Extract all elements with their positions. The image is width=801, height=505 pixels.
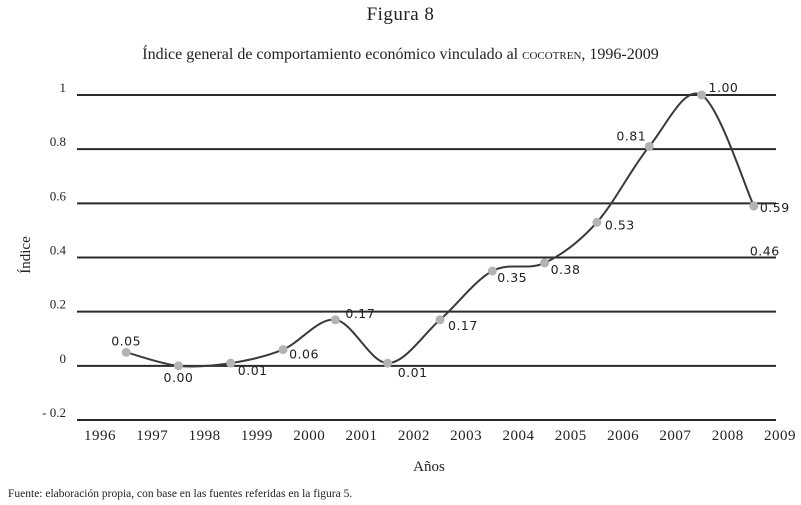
- data-label: 1.00: [709, 80, 739, 95]
- chart-title-suffix: , 1996-2009: [581, 46, 659, 63]
- data-point: [330, 315, 340, 325]
- data-point: [697, 90, 707, 100]
- data-point: [540, 258, 550, 268]
- x-tick-label: 1996: [84, 428, 116, 444]
- data-point: [173, 361, 183, 371]
- data-label: 0.00: [164, 370, 194, 385]
- x-tick-label: 2006: [607, 428, 639, 444]
- data-point: [226, 358, 236, 368]
- x-tick-label: 2000: [293, 428, 325, 444]
- line-chart: 1 0.8 0.6 0.4 0.2 0 - 0.2 1996 1997 1998 1999 2000…: [17, 80, 796, 475]
- data-label: 0.46: [750, 243, 780, 258]
- x-tick-label: 2001: [346, 428, 378, 444]
- y-axis-ticks: 1 0.8 0.6 0.4 0.2 0 - 0.2: [42, 80, 66, 420]
- data-label: 0.01: [398, 365, 428, 380]
- data-label: 0.35: [497, 270, 527, 285]
- y-tick-label: 0.4: [50, 243, 67, 258]
- data-point: [487, 266, 497, 276]
- figure-label: Figura 8: [366, 4, 435, 25]
- x-axis-ticks: 1996 1997 1998 1999 2000 2001 2002 2003 2004 2005…: [84, 428, 796, 444]
- data-label: 0.81: [616, 128, 646, 143]
- data-label: 0.38: [551, 262, 581, 277]
- data-point: [121, 347, 131, 357]
- data-label: 0.01: [238, 363, 268, 378]
- data-point: [383, 358, 393, 368]
- chart-title-acronym: cocotren: [522, 46, 582, 63]
- x-tick-label: 2002: [398, 428, 430, 444]
- x-tick-label: 1999: [241, 428, 273, 444]
- x-tick-label: 1998: [189, 428, 221, 444]
- chart-title: Índice general de comportamiento económi…: [0, 46, 801, 64]
- data-label: 0.59: [760, 200, 790, 215]
- x-tick-label: 2008: [712, 428, 744, 444]
- data-point: [749, 201, 759, 211]
- data-labels: 0.05 0.00 0.01 0.06 0.17 0.01 0.17 0.35 0.38 0.53…: [111, 80, 789, 385]
- data-point: [278, 345, 288, 355]
- data-point: [435, 315, 445, 325]
- x-tick-label: 2005: [555, 428, 587, 444]
- x-tick-label: 1997: [136, 428, 168, 444]
- x-tick-label: 2007: [659, 428, 691, 444]
- source-note: Fuente: elaboración propia, con base en …: [8, 488, 353, 500]
- data-label: 0.17: [345, 306, 375, 321]
- y-tick-label: 0.6: [50, 188, 67, 203]
- data-points: [121, 90, 759, 371]
- y-tick-label: 0.2: [50, 297, 66, 312]
- data-label: 0.17: [448, 318, 478, 333]
- y-tick-label: 0.8: [50, 134, 66, 149]
- gridlines: [77, 94, 776, 421]
- x-tick-label: 2004: [502, 428, 534, 444]
- x-tick-label: 2003: [450, 428, 482, 444]
- data-point: [644, 141, 654, 151]
- y-tick-label: 1: [60, 80, 67, 95]
- data-label: 0.05: [111, 333, 141, 348]
- data-label: 0.53: [605, 217, 635, 232]
- data-label: 0.06: [289, 347, 319, 362]
- y-tick-label: - 0.2: [42, 405, 66, 420]
- data-point: [592, 217, 602, 227]
- x-axis-title: Años: [413, 459, 445, 475]
- chart-title-prefix: Índice general de comportamiento económi…: [142, 46, 523, 63]
- y-axis-title: Índice: [17, 236, 34, 274]
- x-tick-label: 2009: [764, 428, 796, 444]
- series-line: [125, 92, 755, 368]
- y-tick-label: 0: [60, 351, 67, 366]
